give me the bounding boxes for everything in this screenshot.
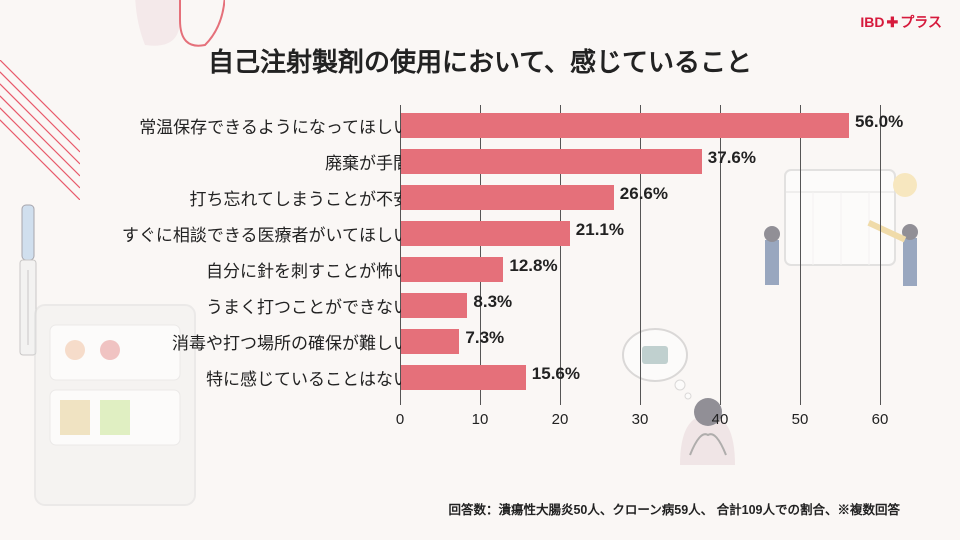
value-label: 12.8%: [509, 256, 557, 276]
chart-row: すぐに相談できる医療者がいてほしい 21.1%: [60, 215, 900, 251]
chart-footnote: 回答数：潰瘍性大腸炎50人、クローン病59人、 合計109人での割合、※複数回答: [448, 499, 900, 518]
bar: [401, 113, 849, 138]
bar: [401, 365, 526, 390]
brand-name: IBD: [860, 14, 884, 30]
row-label: 自分に針を刺すことが怖い: [206, 257, 410, 282]
bar-chart: 0 10 20 30 40 50 60 常温保存できるようになってほしい 56.0% 廃棄が手間…: [60, 105, 900, 465]
x-tick-label: 10: [472, 411, 489, 428]
chart-row: 特に感じていることはない 15.6%: [60, 359, 900, 395]
value-label: 56.0%: [855, 112, 903, 132]
bar: [401, 185, 614, 210]
chart-row: うまく打つことができない 8.3%: [60, 287, 900, 323]
row-label: すぐに相談できる医療者がいてほしい: [122, 221, 410, 246]
value-label: 21.1%: [576, 220, 624, 240]
brand-logo: IBD ✚ プラス: [860, 12, 942, 32]
bar: [401, 329, 459, 354]
x-tick-label: 40: [712, 411, 729, 428]
chart-row: 常温保存できるようになってほしい 56.0%: [60, 107, 900, 143]
x-tick-label: 20: [552, 411, 569, 428]
chart-row: 廃棄が手間 37.6%: [60, 143, 900, 179]
row-label: 打ち忘れてしまうことが不安: [190, 185, 411, 210]
chart-row: 打ち忘れてしまうことが不安 26.6%: [60, 179, 900, 215]
bar: [401, 221, 570, 246]
row-label: 消毒や打つ場所の確保が難しい: [172, 329, 410, 354]
value-label: 7.3%: [465, 328, 504, 348]
x-tick-label: 60: [872, 411, 889, 428]
bar: [401, 149, 702, 174]
page-title: 自己注射製剤の使用において、感じていること: [0, 42, 960, 79]
value-label: 26.6%: [620, 184, 668, 204]
row-label: 廃棄が手間: [325, 149, 410, 174]
brand-suffix: プラス: [900, 12, 942, 32]
row-label: うまく打つことができない: [206, 293, 410, 318]
x-tick-label: 30: [632, 411, 649, 428]
bar: [401, 293, 467, 318]
chart-row: 消毒や打つ場所の確保が難しい 7.3%: [60, 323, 900, 359]
x-tick-label: 50: [792, 411, 809, 428]
value-label: 37.6%: [708, 148, 756, 168]
row-label: 常温保存できるようになってほしい: [139, 113, 410, 138]
x-tick-label: 0: [396, 411, 404, 428]
value-label: 8.3%: [473, 292, 512, 312]
row-label: 特に感じていることはない: [206, 365, 410, 390]
bar: [401, 257, 503, 282]
brand-plus-icon: ✚: [887, 14, 899, 31]
chart-row: 自分に針を刺すことが怖い 12.8%: [60, 251, 900, 287]
value-label: 15.6%: [532, 364, 580, 384]
